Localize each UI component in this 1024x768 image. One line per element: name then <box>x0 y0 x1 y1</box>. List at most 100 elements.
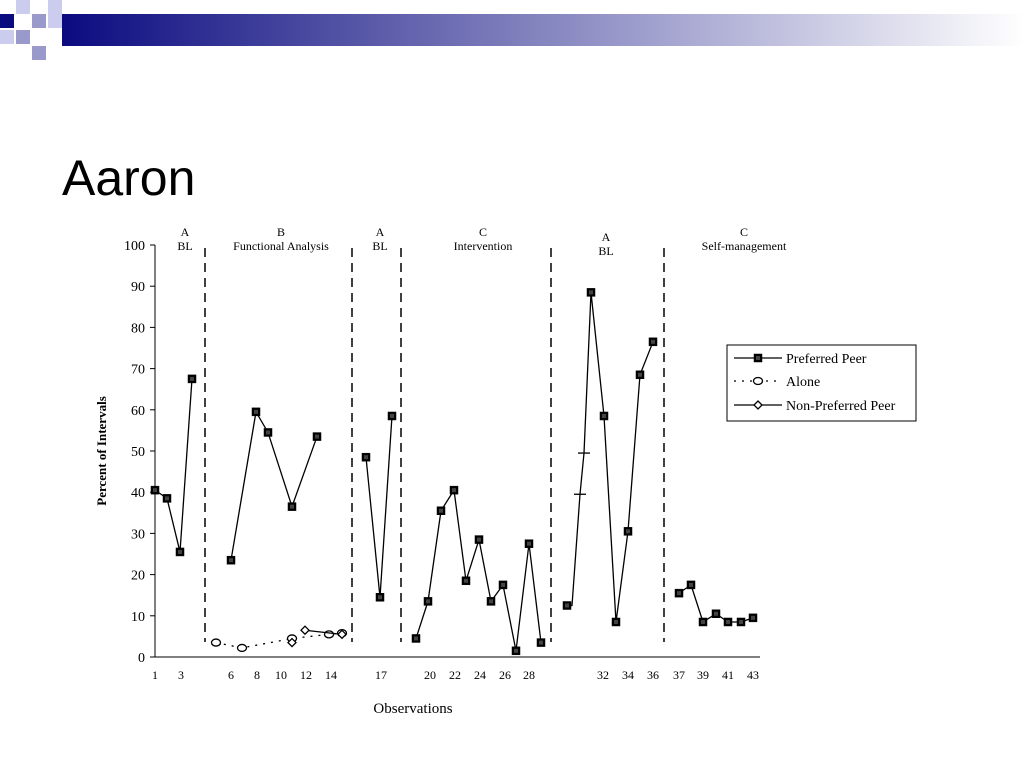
x-tick-label: 8 <box>254 668 260 682</box>
y-tick-label: 70 <box>131 363 145 378</box>
data-point-highlight <box>626 529 630 534</box>
phase-label-letter: A <box>602 230 611 244</box>
phase-label-name: Functional Analysis <box>233 239 329 253</box>
y-axis-title: Percent of Intervals <box>94 396 109 506</box>
x-tick-label: 3 <box>178 668 184 682</box>
series-line <box>230 409 318 561</box>
data-point-highlight <box>390 413 394 418</box>
data-point-highlight <box>501 582 505 587</box>
y-tick-label: 10 <box>131 610 145 625</box>
y-tick-label: 100 <box>124 239 145 254</box>
x-tick-label: 41 <box>722 668 734 682</box>
series-line <box>154 378 193 553</box>
data-point-highlight <box>614 619 618 624</box>
data-point-highlight <box>452 488 456 493</box>
data-point-highlight <box>165 496 169 501</box>
data-point-highlight <box>638 372 642 377</box>
x-tick-label: 22 <box>449 668 461 682</box>
phase-label-name: BL <box>372 239 387 253</box>
legend-label: Preferred Peer <box>786 352 867 367</box>
data-point-highlight <box>378 595 382 600</box>
series-line <box>215 632 343 649</box>
x-tick-label: 20 <box>424 668 436 682</box>
x-tick-label: 26 <box>499 668 511 682</box>
data-point-highlight <box>426 599 430 604</box>
data-point-highlight <box>514 648 518 653</box>
data-point-highlight <box>464 578 468 583</box>
data-point-highlight <box>689 582 693 587</box>
series-line <box>567 292 654 623</box>
data-point-highlight <box>439 508 443 513</box>
phase-label-name: BL <box>598 244 613 258</box>
phase-label-name: Self-management <box>702 239 787 253</box>
data-point-highlight <box>751 615 755 620</box>
phase-label-letter: B <box>277 225 285 239</box>
chart-legend: Preferred Peer Alone Non-Preferred Peer <box>726 344 917 422</box>
data-point-diamond <box>287 637 297 648</box>
legend-label: Alone <box>786 375 820 390</box>
x-axis-title: Observations <box>373 701 452 717</box>
data-point-highlight <box>229 558 233 563</box>
data-point-highlight <box>539 640 543 645</box>
data-point-highlight <box>178 549 182 554</box>
data-point-highlight <box>701 619 705 624</box>
data-point-highlight <box>726 619 730 624</box>
y-tick-label: 90 <box>131 280 145 295</box>
x-tick-label: 14 <box>325 668 337 682</box>
data-point-diamond <box>753 400 763 410</box>
x-tick-label: 36 <box>647 668 659 682</box>
phase-label-name: BL <box>177 239 192 253</box>
data-point-highlight <box>266 430 270 435</box>
data-point-circle <box>752 376 764 386</box>
y-tick-label: 50 <box>131 445 145 460</box>
y-tick-label: 30 <box>131 527 145 542</box>
x-tick-label: 39 <box>697 668 709 682</box>
x-tick-label: 12 <box>300 668 312 682</box>
series-non-preferred-peer <box>287 625 347 648</box>
phase-label-letter: C <box>479 225 487 239</box>
phase-lines <box>204 248 665 642</box>
phase-label-letter: A <box>181 225 190 239</box>
phase-label-letter: C <box>740 225 748 239</box>
data-point-diamond <box>300 625 310 636</box>
series-preferred-peer <box>150 374 546 656</box>
y-tick-label: 40 <box>131 486 145 501</box>
x-tick-label: 1 <box>152 668 158 682</box>
data-point-highlight <box>739 619 743 624</box>
data-point-highlight <box>290 504 294 509</box>
data-point-diamond <box>337 629 347 640</box>
data-point-highlight <box>677 591 681 596</box>
y-tick-label: 80 <box>131 321 145 336</box>
slide-header-pattern <box>0 0 1024 60</box>
data-point-highlight <box>477 537 481 542</box>
data-point-circle <box>236 643 248 653</box>
data-point-highlight <box>565 603 569 608</box>
data-point-highlight <box>589 290 593 295</box>
y-tick-label: 60 <box>131 404 145 419</box>
x-tick-label: 32 <box>597 668 609 682</box>
x-tick-label: 37 <box>673 668 685 682</box>
data-point-highlight <box>602 413 606 418</box>
x-tick-label: 28 <box>523 668 535 682</box>
x-tick-label: 10 <box>275 668 287 682</box>
series-preferred-peer-phase5 <box>562 288 658 627</box>
series-preferred-peer-phase6 <box>674 580 758 627</box>
series-layer <box>150 288 758 656</box>
y-tick-label: 20 <box>131 569 145 584</box>
data-point-highlight <box>714 611 718 616</box>
data-point-highlight <box>651 339 655 344</box>
x-tick-label: 17 <box>375 668 387 682</box>
data-point-highlight <box>364 455 368 460</box>
legend-label: Non-Preferred Peer <box>786 399 896 414</box>
data-point-highlight <box>190 376 194 381</box>
data-point-highlight <box>756 356 760 360</box>
phase-label-name: Intervention <box>454 239 513 253</box>
x-tick-label: 34 <box>622 668 634 682</box>
data-point-circle <box>210 638 222 647</box>
data-point-highlight <box>527 541 531 546</box>
phase-label-letter: A <box>376 225 385 239</box>
x-tick-label: 6 <box>228 668 234 682</box>
